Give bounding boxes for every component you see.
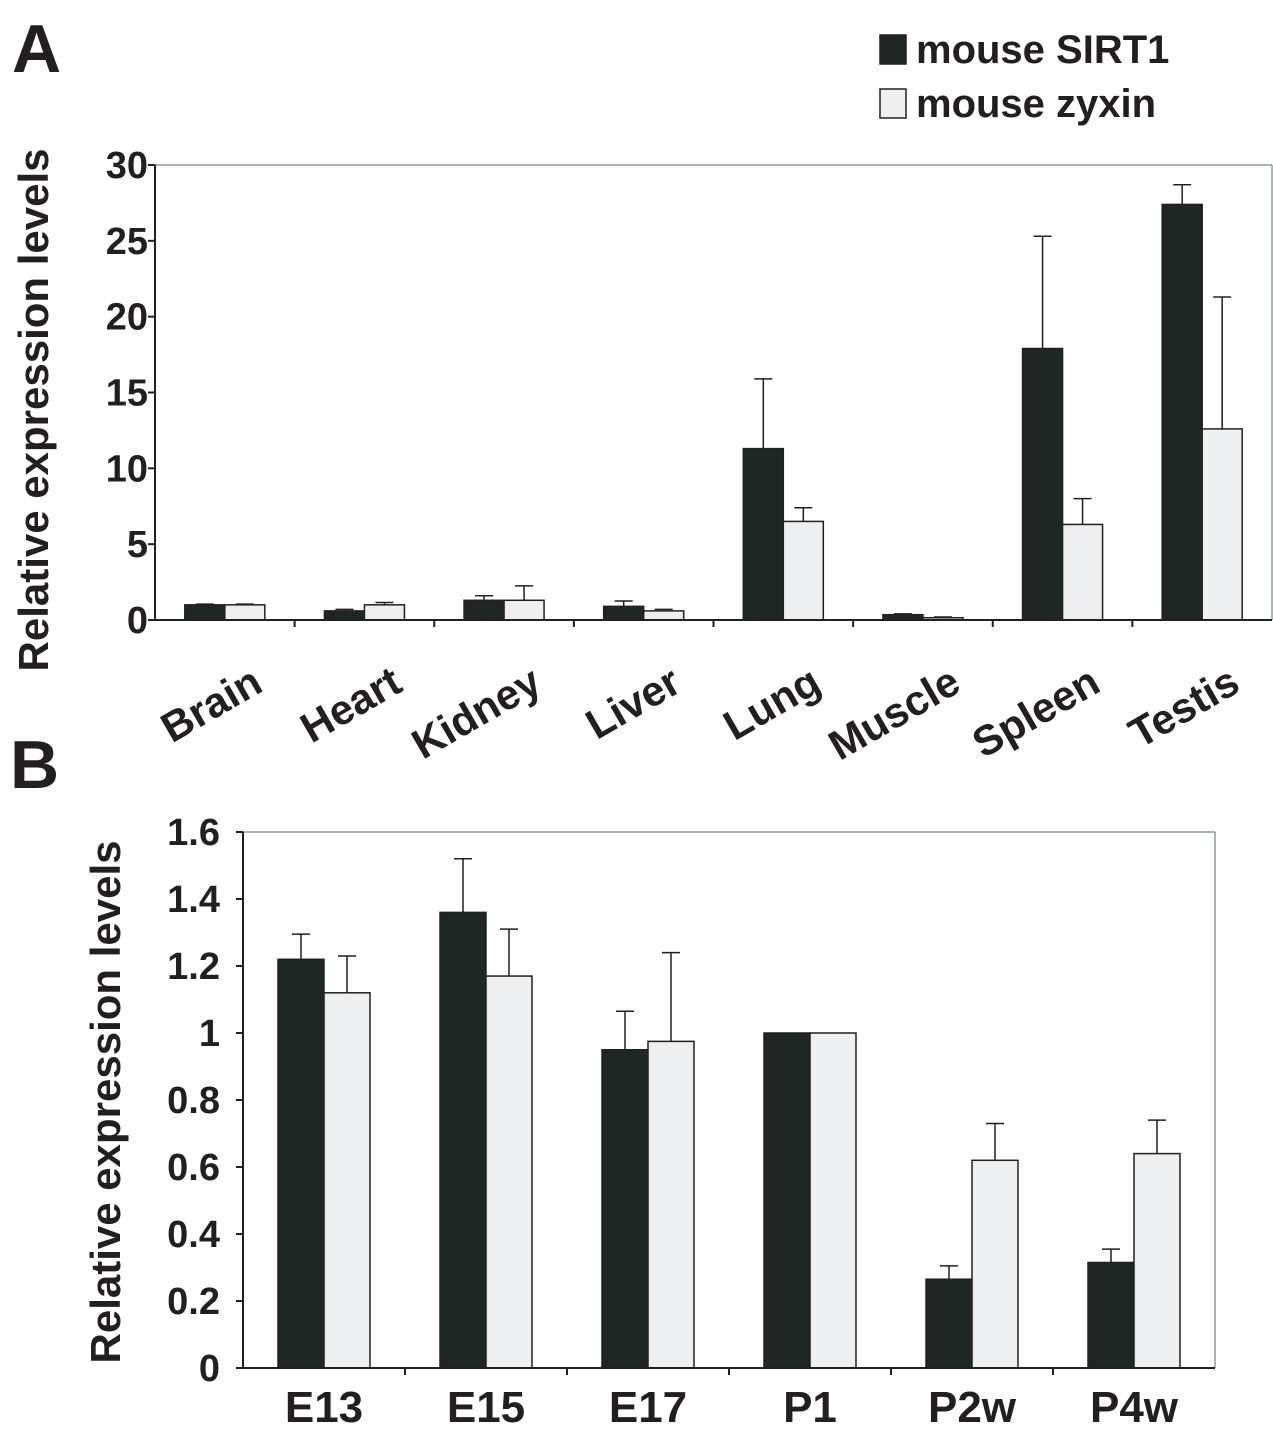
panel-b-bar-zyxin-p4w [1133,1152,1181,1369]
panel-b-bar-zyxin-p1 [809,1032,857,1369]
panel-b-y-tick-label: 0.2 [167,1281,220,1323]
panel-b-x-tick-label-p2w: P2w [928,1383,1017,1432]
panel-b-y-axis-title: Relative expression levels [82,841,129,1364]
panel-b-bar-sirt1-e13 [277,958,325,1369]
panel-b-bar-sirt1-p1 [763,1032,811,1369]
panel-a-y-tick-label: 25 [106,221,148,263]
legend-label-sirt1: mouse SIRT1 [916,28,1169,72]
panel-b-y-tick-label: 1.2 [167,946,220,988]
panel-a-bar-sirt1-lung [742,447,785,621]
panel-b-x-tick-label-e17: E17 [609,1383,687,1432]
panel-a-bar-zyxin-testis [1201,428,1243,621]
panel-b-y-tick-label: 0 [199,1348,220,1390]
panel-a-bar-zyxin-brain [224,604,266,621]
panel-b-y-tick-label: 1 [199,1013,220,1055]
panel-b-bar-zyxin-e17 [647,1040,695,1369]
panel-b-x-tick-label-p1: P1 [783,1383,837,1432]
panel-a-y-tick-label: 20 [106,297,148,339]
panel-a-bar-sirt1-spleen [1021,347,1064,621]
panel-b-y-tick-label: 0.6 [167,1147,220,1189]
panel-b-bar-sirt1-p4w [1087,1261,1135,1369]
panel-b-bar-sirt1-e17 [601,1049,649,1369]
panel-a-bar-sirt1-heart [323,610,366,621]
panel-a-x-tick-label-brain: Brain [153,657,269,751]
panel-a-x-tick-label-lung: Lung [715,657,827,749]
panel-a-y-tick-label: 30 [106,145,148,187]
panel-a-x-tick-label-heart: Heart [292,657,409,751]
panel-a-y-axis-title: Relative expression levels [10,149,57,672]
panel-a-bar-zyxin-kidney [503,599,545,621]
panel-b-bar-zyxin-e13 [323,992,371,1369]
panel-b-bar-sirt1-p2w [925,1278,973,1369]
panel-a-bar-zyxin-heart [363,604,406,621]
panel-a-bar-sirt1-kidney [463,599,505,621]
panel-b-x-tick-label-p4w: P4w [1090,1383,1179,1432]
panel-label-b: B [10,727,59,803]
panel-a-bar-sirt1-brain [184,604,226,621]
panel-b-y-tick-label: 1.6 [167,812,220,854]
panel-a-y-tick-label: 10 [106,448,148,490]
panel-b-bar-zyxin-p2w [971,1159,1019,1369]
legend-swatch-zyxin [879,88,907,119]
legend: mouse SIRT1 mouse zyxin [879,28,1169,126]
legend-swatch-sirt1 [879,34,907,65]
panel-b-x-tick-label-e13: E13 [285,1383,363,1432]
panel-a-bar-sirt1-liver [602,605,645,621]
panel-a-x-tick-label-testis: Testis [1121,657,1247,757]
panel-b-chart: 0 0.2 0.4 0.6 0.8 1 1.2 1.4 1.6 E13 E15 E17 P1 P2w P4w [167,812,1216,1432]
panel-a-x-tick-label-muscle: Muscle [821,657,968,769]
panel-b-bar-sirt1-e15 [439,911,487,1369]
panel-a-bar-zyxin-lung [782,520,825,621]
panel-a-bar-zyxin-spleen [1061,523,1104,621]
panel-a-bar-sirt1-testis [1161,203,1203,621]
panel-label-a: A [12,11,61,87]
panel-a-y-tick-label: 5 [127,524,148,566]
panel-a-y-tick-label: 0 [127,600,148,642]
panel-b-bar-zyxin-e15 [485,975,533,1369]
legend-label-zyxin: mouse zyxin [916,82,1156,126]
panel-b-x-tick-label-e15: E15 [447,1383,525,1432]
panel-a-bar-zyxin-liver [642,610,685,621]
panel-a-x-tick-label-kidney: Kidney [404,657,549,768]
panel-a-x-tick-label-liver: Liver [578,657,688,748]
panel-a-x-tick-label-spleen: Spleen [964,657,1107,767]
panel-a-y-tick-label: 15 [106,373,148,415]
panel-b-y-tick-label: 0.8 [167,1080,220,1122]
panel-b-y-tick-label: 0.4 [167,1214,220,1256]
panel-b-y-tick-label: 1.4 [167,879,220,921]
